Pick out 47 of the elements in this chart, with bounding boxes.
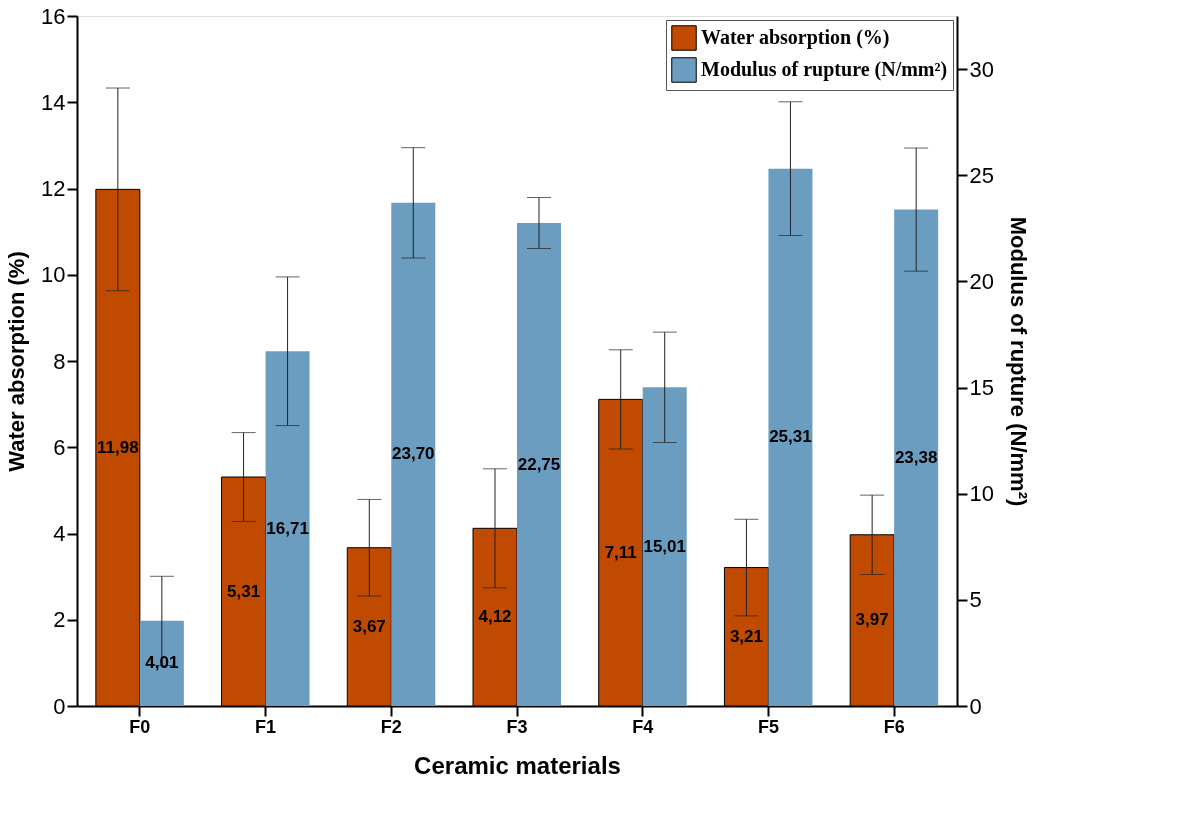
data-label: 3,97 — [855, 610, 889, 630]
legend-label: Water absorption (%) — [701, 26, 890, 49]
x-tick-label: F1 — [255, 716, 277, 737]
y2-tick-label: 5 — [969, 587, 982, 613]
data-label: 3,67 — [352, 616, 386, 636]
data-label: 7,11 — [604, 542, 637, 562]
data-label: 16,71 — [266, 518, 309, 538]
data-label: 23,38 — [894, 447, 938, 467]
y-tick-label: 6 — [53, 434, 66, 460]
y-axis-title: Water absorption (%) — [4, 251, 30, 472]
data-label: 4,01 — [145, 653, 179, 673]
x-tick-label: F6 — [883, 716, 905, 737]
x-tick-label: F3 — [506, 716, 528, 737]
data-label: 4,12 — [478, 607, 512, 627]
y2-tick-label: 25 — [969, 162, 994, 188]
data-label: 25,31 — [769, 427, 812, 447]
y-tick-label: 10 — [41, 262, 66, 288]
y-tick-label: 12 — [41, 176, 66, 201]
bar — [139, 620, 184, 706]
data-label: 11,98 — [97, 437, 139, 457]
x-tick-label: F4 — [632, 716, 654, 737]
data-label: 5,31 — [227, 581, 261, 601]
y2-tick-label: 20 — [969, 268, 994, 294]
x-tick-label: F2 — [380, 716, 402, 737]
y2-tick-label: 15 — [969, 375, 994, 401]
y2-tick-label: 0 — [969, 693, 982, 719]
bar — [517, 223, 561, 706]
data-label: 23,70 — [392, 444, 435, 464]
legend-label: Modulus of rupture (N/mm²) — [701, 58, 948, 81]
bar — [768, 168, 813, 706]
x-tick-label: F0 — [129, 716, 151, 737]
bar — [894, 209, 939, 706]
data-label: 22,75 — [517, 454, 561, 474]
bar — [391, 202, 436, 706]
y2-axis-title: Modulus of rupture (N/mm²) — [1005, 216, 1031, 507]
x-axis-title: Ceramic materials — [414, 751, 621, 779]
y-tick-label: 4 — [53, 521, 66, 546]
x-tick-label: F5 — [757, 716, 779, 737]
data-label: 3,21 — [729, 626, 763, 646]
y-tick-label: 0 — [53, 693, 66, 719]
y2-tick-label: 30 — [969, 56, 994, 82]
y-tick-label: 8 — [53, 348, 66, 374]
y-tick-label: 2 — [53, 607, 66, 633]
data-label: 15,01 — [643, 536, 686, 556]
y-tick-label: 14 — [41, 89, 66, 115]
y2-tick-label: 10 — [969, 481, 994, 507]
y-tick-label: 16 — [41, 3, 66, 29]
